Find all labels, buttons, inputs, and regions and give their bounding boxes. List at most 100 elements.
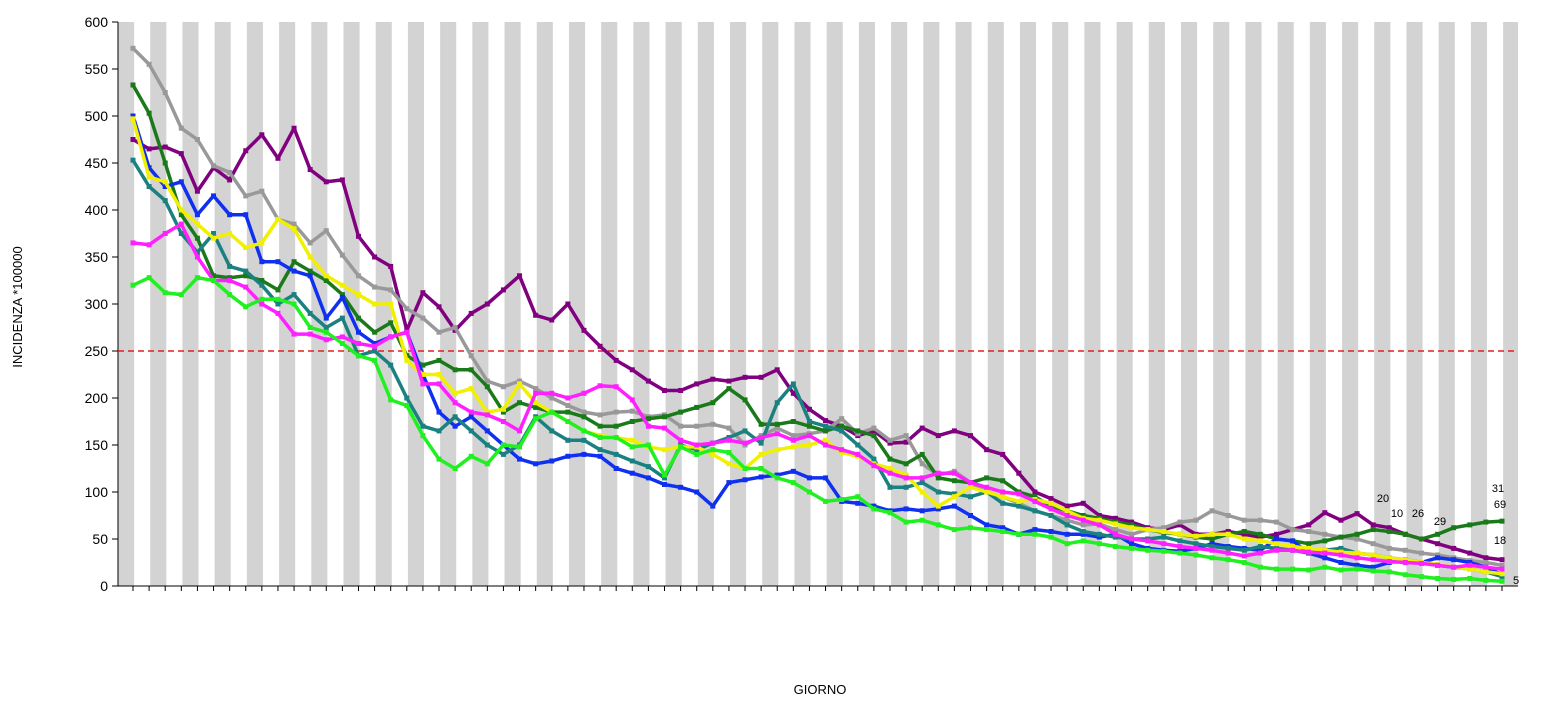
point — [533, 386, 539, 392]
point — [1274, 566, 1280, 572]
point — [871, 506, 877, 512]
annotation: 29 — [1434, 516, 1446, 528]
point — [1290, 544, 1296, 550]
point — [726, 450, 732, 456]
y-tick-label: 450 — [85, 155, 109, 171]
point — [533, 312, 539, 318]
point — [194, 275, 200, 281]
point — [275, 310, 281, 316]
point — [1354, 562, 1360, 568]
point — [774, 431, 780, 437]
point — [307, 273, 313, 279]
point — [1112, 544, 1118, 550]
point — [323, 273, 329, 279]
y-tick-label: 300 — [85, 296, 109, 312]
point — [162, 90, 168, 95]
point — [581, 409, 587, 415]
point — [871, 456, 877, 462]
point — [468, 409, 474, 415]
point — [839, 416, 845, 422]
point — [1241, 553, 1247, 559]
point — [919, 475, 925, 481]
point — [1129, 541, 1135, 547]
point — [726, 437, 732, 443]
point — [774, 447, 780, 453]
point — [1016, 491, 1022, 497]
point — [1000, 500, 1006, 506]
point — [420, 372, 426, 377]
point — [178, 231, 184, 236]
point — [1467, 566, 1473, 572]
point — [984, 522, 990, 528]
point — [661, 475, 667, 481]
point — [549, 395, 555, 401]
point — [887, 466, 893, 471]
point — [1499, 518, 1505, 524]
point — [758, 451, 764, 457]
point — [355, 233, 361, 239]
y-tick-label: 250 — [85, 343, 109, 359]
point — [1418, 574, 1424, 580]
point — [1306, 541, 1312, 547]
point — [597, 434, 603, 440]
point — [1016, 498, 1022, 504]
point — [1080, 522, 1086, 528]
point — [162, 179, 168, 185]
point — [1064, 541, 1070, 547]
point — [855, 431, 861, 437]
point — [1402, 531, 1408, 537]
annotation: 10 — [1391, 508, 1403, 520]
point — [372, 254, 378, 260]
point — [1112, 534, 1118, 540]
point — [1129, 545, 1135, 551]
point — [1048, 506, 1054, 512]
point — [581, 428, 587, 434]
point — [194, 249, 200, 255]
point — [871, 425, 877, 431]
stripe — [504, 22, 521, 586]
point — [243, 268, 249, 274]
point — [1161, 541, 1167, 547]
point — [726, 461, 732, 467]
point — [1467, 562, 1473, 568]
point — [452, 466, 458, 471]
point — [839, 447, 845, 453]
point — [1354, 555, 1360, 561]
point — [404, 329, 410, 335]
point — [629, 437, 635, 443]
point — [291, 268, 297, 274]
point — [790, 390, 796, 396]
point — [597, 412, 603, 418]
point — [211, 231, 217, 236]
point — [935, 475, 941, 481]
point — [420, 381, 426, 387]
point — [1016, 470, 1022, 476]
point — [806, 489, 812, 495]
point — [1080, 538, 1086, 544]
point — [1032, 508, 1038, 514]
point — [1290, 547, 1296, 553]
point — [1000, 494, 1006, 500]
point — [275, 155, 281, 161]
stripe — [182, 22, 199, 586]
y-tick-label: 0 — [100, 578, 108, 594]
point — [227, 278, 233, 283]
point — [790, 444, 796, 450]
point — [1499, 562, 1505, 568]
y-tick-label: 200 — [85, 390, 109, 406]
point — [661, 472, 667, 478]
point — [1338, 517, 1344, 523]
point — [1467, 560, 1473, 565]
point — [1354, 531, 1360, 537]
point — [629, 367, 635, 373]
point — [1386, 545, 1392, 551]
y-tick-label: 50 — [92, 531, 108, 547]
point — [1000, 478, 1006, 484]
point — [517, 378, 523, 384]
point — [1499, 571, 1505, 577]
point — [1064, 508, 1070, 514]
point — [533, 390, 539, 396]
point — [227, 263, 233, 269]
point — [1499, 566, 1505, 572]
